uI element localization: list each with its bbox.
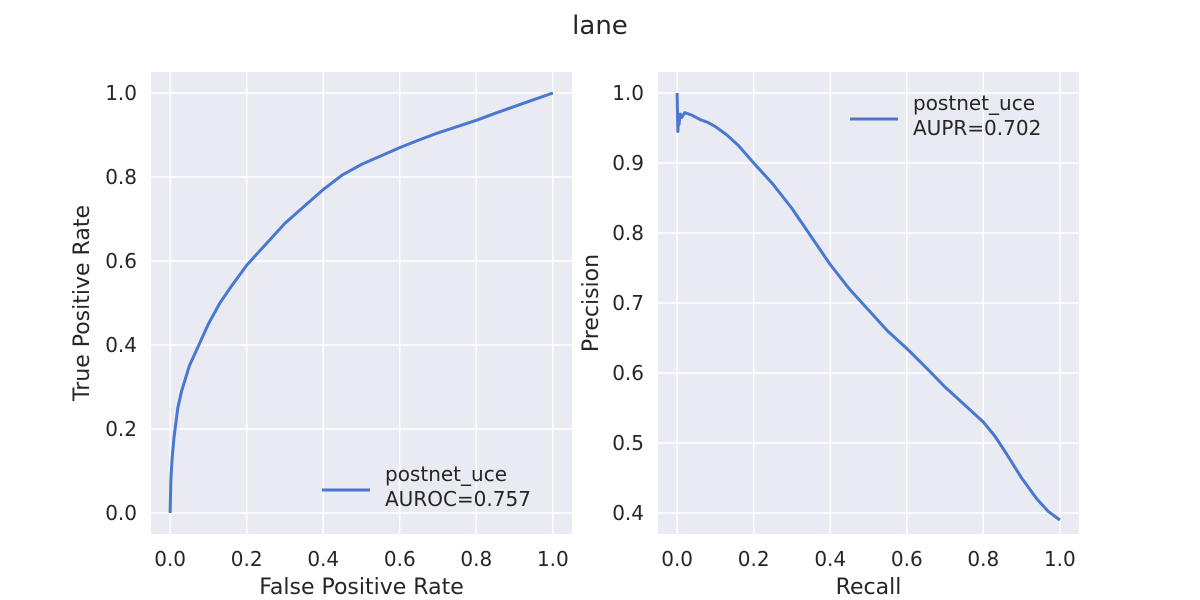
pr-ytick-label: 0.5 (612, 431, 644, 455)
pr-series-line (675, 92, 1061, 522)
pr-legend-label: postnet_uce (913, 91, 1035, 115)
pr-xtick-label: 0.2 (738, 547, 770, 571)
roc-xtick-label: 0.0 (154, 547, 186, 571)
pr-legend-label: AUPR=0.702 (913, 116, 1041, 140)
pr-ytick-label: 0.4 (612, 501, 644, 525)
pr-yaxis-label: Precision (579, 254, 604, 352)
roc-legend-label: AUROC=0.757 (385, 487, 531, 511)
pr-xtick-label: 1.0 (1044, 547, 1076, 571)
roc-xtick-label: 0.8 (460, 547, 492, 571)
roc-panel: 0.0 0.2 0.4 0.6 0.8 1.0 0.0 0.2 0.4 0.6 0.8 1.0 Fals… (70, 72, 572, 600)
roc-xtick-label: 0.6 (384, 547, 416, 571)
pr-xtick-label: 0.8 (967, 547, 999, 571)
roc-xtick-label: 1.0 (537, 547, 569, 571)
roc-ytick-label: 0.8 (105, 165, 137, 189)
roc-legend-label: postnet_uce (385, 462, 507, 486)
pr-ytick-label: 0.6 (612, 361, 644, 385)
roc-ytick-label: 0.0 (105, 501, 137, 525)
pr-xaxis-label: Recall (836, 575, 902, 600)
roc-ytick-label: 1.0 (105, 81, 137, 105)
roc-yaxis-label: True Positive Rate (70, 205, 95, 402)
roc-series-line (168, 91, 554, 514)
pr-xtick-label: 0.0 (661, 547, 693, 571)
pr-panel: 0.0 0.2 0.4 0.6 0.8 1.0 0.4 0.5 0.6 0.7 0.8 0.9 1.0 R… (579, 72, 1079, 600)
roc-ytick-label: 0.2 (105, 417, 137, 441)
pr-ytick-label: 0.9 (612, 151, 644, 175)
pr-ytick-label: 0.8 (612, 221, 644, 245)
pr-xtick-label: 0.6 (891, 547, 923, 571)
roc-xtick-label: 0.2 (231, 547, 263, 571)
pr-ytick-label: 0.7 (612, 291, 644, 315)
roc-ytick-label: 0.4 (105, 333, 137, 357)
roc-plot-area (151, 72, 572, 534)
roc-xaxis-label: False Positive Rate (259, 575, 463, 600)
roc-ytick-label: 0.6 (105, 249, 137, 273)
pr-xtick-label: 0.4 (814, 547, 846, 571)
pr-ytick-label: 1.0 (612, 81, 644, 105)
figure-title: lane (572, 11, 628, 41)
roc-xtick-label: 0.4 (307, 547, 339, 571)
